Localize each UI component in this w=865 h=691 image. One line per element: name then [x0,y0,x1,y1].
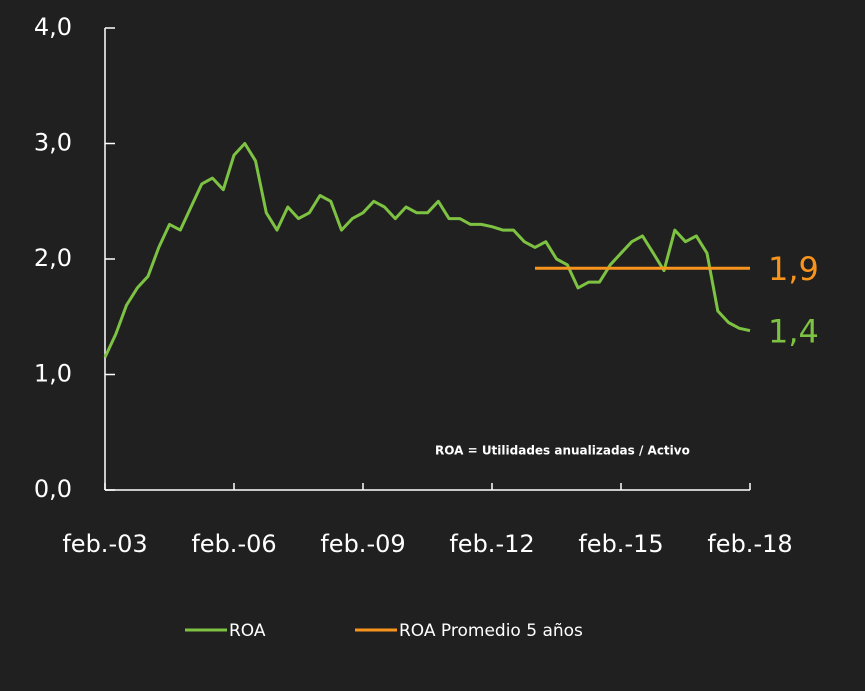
x-tick-label: feb.-12 [449,530,534,558]
x-tick-label: feb.-09 [320,530,405,558]
legend-label: ROA [229,621,266,641]
end-label: 1,4 [768,313,819,351]
y-tick-label: 2,0 [34,244,72,272]
y-tick-label: 3,0 [34,129,72,157]
x-tick-label: feb.-15 [578,530,663,558]
end-label: 1,9 [768,250,819,288]
x-tick-label: feb.-06 [191,530,276,558]
y-tick-label: 0,0 [34,475,72,503]
y-tick-label: 1,0 [34,360,72,388]
legend-label: ROA Promedio 5 años [399,621,583,641]
y-tick-label: 4,0 [34,13,72,41]
annotation: ROA = Utilidades anualizadas / Activo [435,444,690,458]
x-tick-label: feb.-03 [62,530,147,558]
x-tick-label: feb.-18 [707,530,792,558]
series-line [103,142,751,358]
